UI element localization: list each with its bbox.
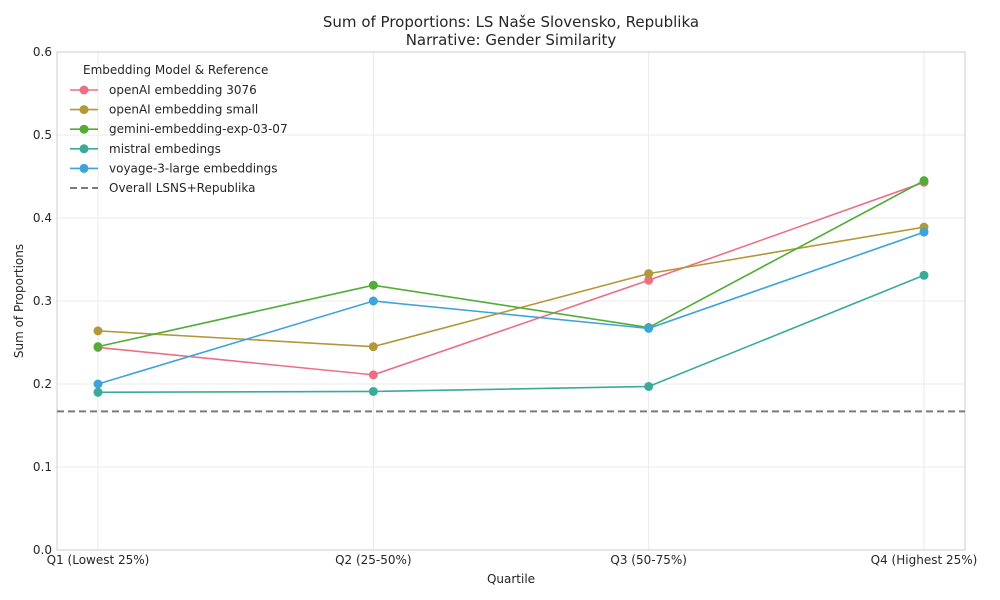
data-point: [644, 269, 654, 279]
legend-swatch-marker: [79, 105, 89, 115]
legend-label: openAI embedding small: [109, 103, 258, 117]
legend-swatch-marker: [79, 144, 89, 154]
x-tick-label: Q3 (50-75%): [610, 553, 687, 567]
series-0: [93, 177, 929, 380]
chart-title: Sum of Proportions: LS Naše Slovensko, R…: [323, 13, 699, 31]
chart-subtitle: Narrative: Gender Similarity: [406, 31, 617, 49]
x-axis-label: Quartile: [487, 572, 535, 586]
plot-frame: [56, 51, 966, 551]
legend-item: voyage-3-large embeddings: [70, 161, 278, 175]
y-tick-label: 0.4: [33, 211, 52, 225]
legend-swatch-marker: [79, 85, 89, 95]
legend-swatch-marker: [79, 163, 89, 173]
legend-item: gemini-embedding-exp-03-07: [70, 122, 288, 136]
y-tick-label: 0.5: [33, 128, 52, 142]
legend-item: openAI embedding 3076: [70, 83, 257, 97]
series-line: [97, 226, 925, 348]
x-tick-label: Q4 (Highest 25%): [871, 553, 978, 567]
legend-label: voyage-3-large embeddings: [109, 161, 278, 175]
data-point: [644, 323, 654, 333]
series-layer: [93, 176, 929, 397]
series-4: [93, 227, 929, 389]
data-point: [93, 342, 103, 352]
legend-items: openAI embedding 3076 openAI embedding sm…: [70, 83, 288, 195]
data-point: [368, 280, 378, 290]
legend: Embedding Model & Reference openAI embed…: [70, 63, 288, 195]
y-tick-labels: 0.0 0.1 0.2 0.3 0.4 0.5 0.6: [33, 45, 52, 557]
series-3: [93, 270, 929, 397]
legend-title: Embedding Model & Reference: [83, 63, 268, 77]
x-tick-labels: Q1 (Lowest 25%) Q2 (25-50%) Q3 (50-75%) Q4 …: [47, 553, 978, 567]
series-line: [97, 274, 925, 394]
data-point: [368, 386, 378, 396]
series-1: [93, 222, 929, 352]
legend-item: openAI embedding small: [70, 103, 258, 117]
legend-label: mistral embedings: [109, 142, 221, 156]
data-point: [368, 370, 378, 380]
data-point: [919, 270, 929, 280]
legend-swatch-marker: [79, 124, 89, 134]
data-point: [919, 176, 929, 186]
legend-item: Overall LSNS+Republika: [70, 181, 255, 195]
y-tick-label: 0.3: [33, 294, 52, 308]
x-tick-label: Q2 (25-50%): [335, 553, 412, 567]
series-line: [97, 231, 925, 385]
legend-item: mistral embedings: [70, 142, 221, 156]
data-point: [368, 342, 378, 352]
data-point: [93, 387, 103, 397]
data-point: [93, 379, 103, 389]
y-tick-label: 0.6: [33, 45, 52, 59]
y-tick-label: 0.2: [33, 377, 52, 391]
data-point: [644, 381, 654, 391]
series-line: [97, 181, 925, 376]
series-line: [97, 179, 925, 348]
data-point: [919, 227, 929, 237]
legend-label: gemini-embedding-exp-03-07: [109, 122, 288, 136]
y-tick-label: 0.1: [33, 460, 52, 474]
y-tick-label: 0.0: [33, 543, 52, 557]
legend-label: openAI embedding 3076: [109, 83, 257, 97]
data-point: [93, 326, 103, 336]
x-tick-label: Q1 (Lowest 25%): [47, 553, 150, 567]
y-axis-label: Sum of Proportions: [12, 244, 26, 358]
legend-label: Overall LSNS+Republika: [109, 181, 255, 195]
data-point: [644, 275, 654, 285]
data-point: [368, 296, 378, 306]
